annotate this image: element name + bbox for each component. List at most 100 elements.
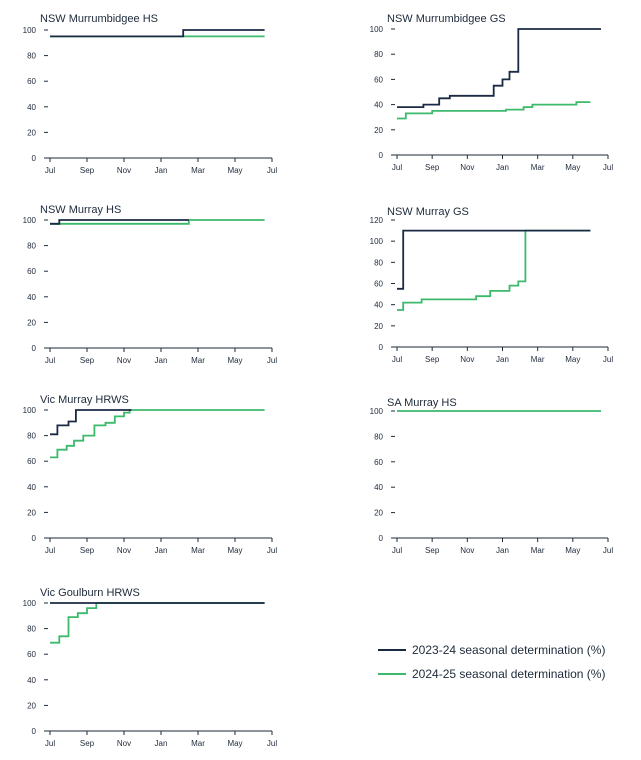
chart-4-x-tick-label: Jan (496, 355, 509, 364)
chart-2-series-2023-24 (397, 28, 601, 108)
chart-6-x-tick-label: May (565, 546, 580, 555)
chart-5-title: Vic Murray HRWS (40, 394, 129, 406)
chart-2-y-tick-label: 80 (374, 50, 383, 59)
chart-6-y-tick-label: 0 (379, 534, 384, 543)
chart-1-x-tick-label: Jul (45, 166, 55, 175)
chart-7-x-tick-label: Nov (117, 739, 131, 748)
chart-1-y-tick-label: 80 (27, 52, 36, 61)
chart-4-x-tick-label: Sep (425, 355, 440, 364)
chart-4-series-2023-24 (397, 229, 591, 290)
legend-swatch-2024-25 (378, 673, 406, 675)
chart-4-y-tick-label: 0 (379, 343, 384, 352)
chart-1-series-2023-24 (50, 29, 265, 38)
chart-2-y-tick-label: 0 (379, 151, 384, 160)
chart-3-series-2024-25 (50, 219, 265, 225)
chart-7-series-2024-25 (50, 602, 265, 644)
chart-7-y-tick-label: 100 (23, 599, 37, 608)
chart-7-y-tick-label: 40 (27, 676, 36, 685)
chart-4-y-tick-label: 40 (374, 301, 383, 310)
chart-1-x-tick-label: Nov (117, 166, 131, 175)
chart-4-x-tick-label: Mar (531, 355, 545, 364)
chart-6-y-tick-label: 100 (370, 407, 384, 416)
chart-3-y-tick-label: 80 (27, 242, 36, 251)
chart-3-x-tick-label: Mar (191, 356, 205, 365)
chart-1-y-tick-label: 60 (27, 77, 36, 86)
legend-label-2023-24: 2023-24 seasonal determination (%) (412, 643, 606, 657)
chart-3-title: NSW Murray HS (40, 204, 121, 216)
chart-3-x-tick-label: May (227, 356, 242, 365)
chart-4-x-tick-label: Nov (460, 355, 474, 364)
chart-7-y-tick-label: 20 (27, 701, 36, 710)
chart-3-x-tick-label: Jan (155, 356, 168, 365)
chart-4-series-2024-25 (397, 229, 591, 311)
chart-3-x-tick-label: Sep (80, 356, 95, 365)
chart-4-y-tick-label: 100 (370, 237, 384, 246)
chart-3-y-tick-label: 20 (27, 318, 36, 327)
chart-6-y-tick-label: 60 (374, 458, 383, 467)
chart-7-x-tick-label: Jul (45, 739, 55, 748)
chart-7-y-tick-label: 0 (32, 727, 37, 736)
chart-4-x-tick-label: May (565, 355, 580, 364)
chart-2-y-tick-label: 60 (374, 75, 383, 84)
chart-2-x-tick-label: Mar (531, 163, 545, 172)
chart-1-y-tick-label: 100 (23, 26, 37, 35)
chart-2-x-tick-label: May (565, 163, 580, 172)
chart-4-x-tick-label: Jul (392, 355, 402, 364)
chart-5-x-tick-label: Sep (80, 546, 95, 555)
chart-6-y-tick-label: 80 (374, 432, 383, 441)
chart-5-x-tick-label: Mar (191, 546, 205, 555)
chart-6-x-tick-label: Jul (603, 546, 613, 555)
chart-6-x-tick-label: Sep (425, 546, 440, 555)
chart-3-y-tick-label: 40 (27, 293, 36, 302)
chart-2-y-tick-label: 20 (374, 126, 383, 135)
chart-2-x-tick-label: Jul (392, 163, 402, 172)
chart-7-x-tick-label: Mar (191, 739, 205, 748)
chart-7-y-tick-label: 60 (27, 650, 36, 659)
chart-4-title: NSW Murray GS (387, 206, 469, 218)
chart-7-x-tick-label: Jan (155, 739, 168, 748)
chart-4-y-tick-label: 20 (374, 322, 383, 331)
legend-item-2024-25: 2024-25 seasonal determination (%) (378, 664, 605, 684)
chart-2-x-tick-label: Jul (603, 163, 613, 172)
chart-4-y-tick-label: 80 (374, 258, 383, 267)
chart-3-x-tick-label: Nov (117, 356, 131, 365)
chart-5-x-tick-label: May (227, 546, 242, 555)
chart-1-y-tick-label: 20 (27, 128, 36, 137)
chart-5-y-tick-label: 40 (27, 483, 36, 492)
chart-1-x-tick-label: Sep (80, 166, 95, 175)
chart-5-x-tick-label: Jul (45, 546, 55, 555)
chart-5-y-tick-label: 100 (23, 406, 37, 415)
chart-1-x-tick-label: Mar (191, 166, 205, 175)
chart-6-y-tick-label: 40 (374, 483, 383, 492)
chart-2-series-2024-25 (397, 101, 591, 120)
chart-1-x-tick-label: Jul (267, 166, 277, 175)
chart-6-y-tick-label: 20 (374, 509, 383, 518)
legend: 2023-24 seasonal determination (%) 2024-… (378, 640, 605, 688)
legend-item-2023-24: 2023-24 seasonal determination (%) (378, 640, 605, 660)
chart-2-x-tick-label: Sep (425, 163, 440, 172)
chart-2-y-tick-label: 100 (370, 25, 384, 34)
chart-6-x-tick-label: Mar (531, 546, 545, 555)
chart-3-y-tick-label: 100 (23, 216, 37, 225)
chart-5-x-tick-label: Nov (117, 546, 131, 555)
chart-6-x-tick-label: Jul (392, 546, 402, 555)
chart-6-x-tick-label: Nov (460, 546, 474, 555)
chart-3-x-tick-label: Jul (267, 356, 277, 365)
chart-3-series-2023-24 (50, 219, 189, 225)
chart-4-y-tick-label: 120 (370, 216, 384, 225)
chart-4-x-tick-label: Jul (603, 355, 613, 364)
chart-3-x-tick-label: Jul (45, 356, 55, 365)
chart-6-x-tick-label: Jan (496, 546, 509, 555)
chart-5-y-tick-label: 0 (32, 534, 37, 543)
chart-3-y-tick-label: 60 (27, 267, 36, 276)
chart-6-title: SA Murray HS (387, 397, 457, 409)
chart-7-y-tick-label: 80 (27, 625, 36, 634)
chart-7-x-tick-label: Jul (267, 739, 277, 748)
chart-7-x-tick-label: May (227, 739, 242, 748)
chart-1-y-tick-label: 40 (27, 103, 36, 112)
chart-2-y-tick-label: 40 (374, 101, 383, 110)
chart-5-series-2024-25 (50, 409, 265, 459)
chart-1-y-tick-label: 0 (32, 154, 37, 163)
chart-5-y-tick-label: 80 (27, 432, 36, 441)
